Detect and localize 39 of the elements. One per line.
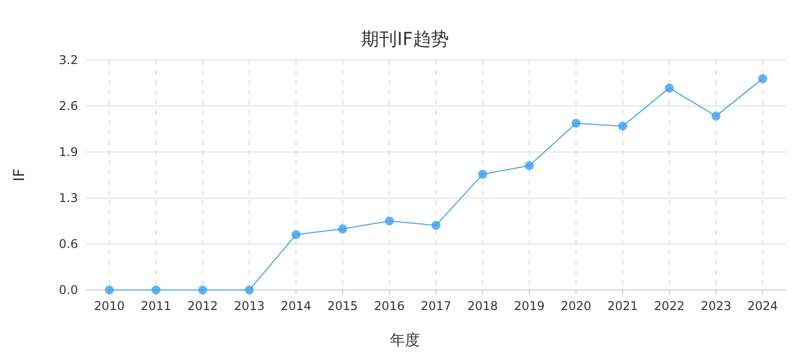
point bbox=[338, 224, 348, 234]
y-tick-label: 2.6 bbox=[58, 99, 78, 113]
x-tick-label: 2024 bbox=[747, 299, 778, 313]
x-tick-label: 2012 bbox=[187, 299, 218, 313]
x-tick-label: 2013 bbox=[234, 299, 265, 313]
point bbox=[524, 161, 534, 170]
x-tick-label: 2016 bbox=[374, 299, 405, 313]
y-tick-label: 1.3 bbox=[58, 191, 78, 205]
x-tick-label: 2019 bbox=[514, 299, 545, 313]
x-tick-label: 2014 bbox=[280, 299, 312, 313]
point bbox=[432, 220, 440, 230]
point bbox=[478, 170, 488, 179]
x-tick-label: 2021 bbox=[607, 299, 638, 313]
x-axis-title: 年度 bbox=[390, 331, 420, 349]
point bbox=[712, 112, 720, 121]
chart-title: 期刊IF趋势 bbox=[361, 29, 449, 50]
point bbox=[572, 118, 580, 128]
y-tick-label: 1.9 bbox=[58, 145, 78, 159]
x-tick-label: 2022 bbox=[654, 299, 685, 313]
y-tick-label: 3.2 bbox=[58, 53, 78, 67]
point bbox=[292, 230, 300, 240]
point bbox=[758, 74, 768, 84]
point bbox=[244, 286, 254, 294]
x-tick-label: 2010 bbox=[94, 299, 125, 313]
x-tick-label: 2018 bbox=[467, 299, 498, 313]
x-tick-label: 2020 bbox=[560, 299, 592, 313]
x-tick-label: 2023 bbox=[700, 299, 732, 313]
x-tick-label: 2011 bbox=[140, 299, 172, 313]
y-tick-label: 0.0 bbox=[58, 283, 78, 297]
y-axis-title: IF bbox=[10, 168, 28, 182]
y-tick-label: 0.6 bbox=[58, 237, 78, 251]
point bbox=[384, 216, 394, 226]
point bbox=[664, 84, 674, 93]
point bbox=[152, 286, 160, 294]
x-tick-label: 2015 bbox=[327, 299, 358, 313]
point bbox=[618, 122, 628, 131]
point bbox=[104, 286, 114, 294]
point bbox=[198, 286, 208, 294]
x-tick-label: 2017 bbox=[420, 299, 452, 313]
